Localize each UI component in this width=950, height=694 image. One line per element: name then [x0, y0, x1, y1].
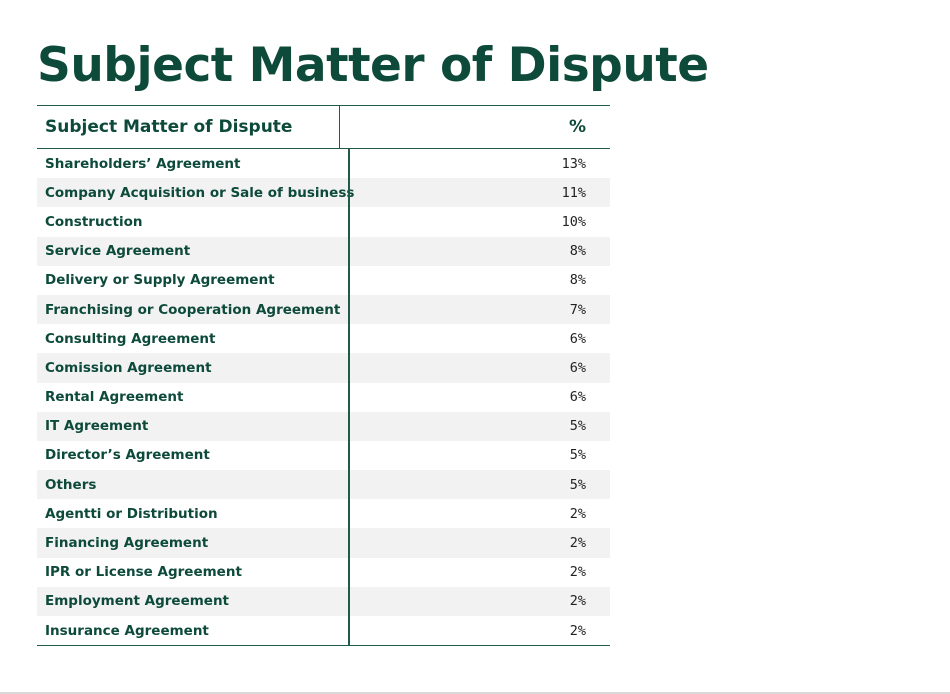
percent-cell: 10%: [561, 213, 586, 230]
table-row: Consulting Agreement 6%: [37, 324, 610, 353]
table-row: Franchising or Cooperation Agreement 7%: [37, 294, 610, 325]
table-row: Financing Agreement 2%: [37, 528, 610, 558]
column-header-percent: %: [568, 117, 586, 137]
table-header: Subject Matter of Dispute %: [37, 106, 610, 149]
percent-cell: 6%: [569, 359, 586, 376]
subject-cell: Financing Agreement: [45, 535, 209, 552]
subject-cell: Service Agreement: [45, 243, 191, 260]
percent-cell: 2%: [569, 622, 586, 639]
percent-cell: 6%: [569, 389, 586, 406]
percent-cell: 5%: [569, 476, 586, 493]
table-row: Agentti or Distribution 2%: [37, 499, 610, 528]
table-row: Shareholders’ Agreement 13%: [37, 149, 610, 178]
table-row: Rental Agreement 6%: [37, 383, 610, 412]
table-row: IPR or License Agreement 2%: [37, 558, 610, 587]
percent-cell: 5%: [569, 447, 586, 464]
percent-cell: 5%: [569, 418, 586, 435]
table-row: Comission Agreement 6%: [37, 353, 610, 383]
subject-cell: Insurance Agreement: [45, 622, 209, 639]
percent-cell: 7%: [569, 301, 586, 318]
subject-cell: Company Acquisition or Sale of business: [45, 184, 355, 201]
column-header-subject: Subject Matter of Dispute: [37, 106, 340, 148]
table-row: Delivery or Supply Agreement 8%: [37, 266, 610, 295]
subject-cell: Consulting Agreement: [45, 330, 216, 347]
table-row: Director’s Agreement 5%: [37, 441, 610, 470]
subject-cell: IPR or License Agreement: [45, 564, 242, 581]
percent-cell: 8%: [569, 243, 586, 260]
subject-cell: Shareholders’ Agreement: [45, 155, 241, 172]
table-row: Others 5%: [37, 470, 610, 500]
percent-cell: 6%: [569, 330, 586, 347]
subject-cell: Employment Agreement: [45, 593, 230, 610]
percent-cell: 2%: [569, 593, 586, 610]
subject-cell: Director’s Agreement: [45, 447, 210, 464]
table-row: Service Agreement 8%: [37, 236, 610, 266]
percent-cell: 2%: [569, 564, 586, 581]
subject-cell: Construction: [45, 213, 143, 230]
table-row: Company Acquisition or Sale of business 1…: [37, 178, 610, 208]
table-body: Shareholders’ Agreement 13% Company Acquis…: [37, 149, 610, 646]
percent-cell: 2%: [569, 535, 586, 552]
percent-cell: 8%: [569, 272, 586, 289]
subject-cell: Others: [45, 476, 97, 493]
table-row: Insurance Agreement 2%: [37, 616, 610, 645]
page-bottom-edge: [0, 692, 950, 694]
subject-cell: Franchising or Cooperation Agreement: [45, 301, 341, 318]
table-row: Employment Agreement 2%: [37, 586, 610, 616]
subject-cell: Rental Agreement: [45, 389, 184, 406]
subject-cell: Agentti or Distribution: [45, 505, 218, 522]
dispute-table: Subject Matter of Dispute % Shareholders…: [37, 105, 610, 647]
subject-cell: Comission Agreement: [45, 359, 212, 376]
percent-cell: 11%: [561, 184, 586, 201]
table-rows: Shareholders’ Agreement 13% Company Acquis…: [37, 149, 610, 645]
table-row: IT Agreement 5%: [37, 411, 610, 441]
subject-cell: IT Agreement: [45, 418, 149, 435]
page-title: Subject Matter of Dispute: [37, 38, 709, 93]
percent-cell: 13%: [561, 155, 586, 172]
column-divider: [348, 149, 350, 646]
table-row: Construction 10%: [37, 207, 610, 236]
percent-cell: 2%: [569, 505, 586, 522]
subject-cell: Delivery or Supply Agreement: [45, 272, 275, 289]
